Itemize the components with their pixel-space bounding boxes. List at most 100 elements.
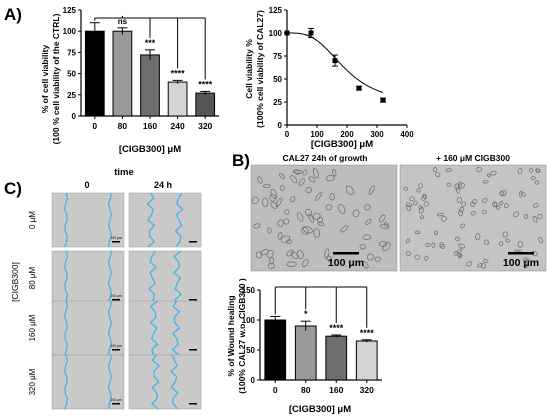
bar-a-ylabel-line1: % of cell viability: [40, 44, 50, 113]
cell-shape: [312, 168, 319, 179]
cell-shape: [437, 212, 444, 217]
data-point: [308, 30, 314, 36]
significance-label: ****: [171, 68, 186, 78]
cell-shape: [502, 231, 508, 238]
x-tick-label: 100: [310, 130, 324, 139]
cell-shape: [279, 185, 285, 191]
cell-shape: [267, 262, 275, 269]
bar: [112, 30, 133, 117]
cell-shape: [260, 249, 269, 256]
tile-scale-bar: [189, 403, 197, 405]
cell-shape: [308, 176, 316, 183]
x-tick-label: 240: [171, 121, 185, 131]
cell-shape: [338, 204, 346, 214]
cell-shape: [301, 258, 309, 268]
cell-shape: [290, 175, 298, 184]
cell-shape: [384, 222, 390, 228]
cell-shape: [267, 227, 272, 234]
bar: [264, 319, 287, 381]
panel-label-c: C): [4, 179, 22, 198]
tile-scale-bar: [112, 349, 120, 351]
wound-edge-line: [151, 354, 160, 410]
tile-scale-bar: [189, 299, 197, 301]
tile-scale-bar: [189, 349, 197, 351]
panel-label-a: A): [4, 5, 22, 24]
cell-shape: [457, 252, 462, 257]
cell-shape: [531, 175, 536, 181]
cell-shape: [290, 251, 299, 259]
x-tick-label: 80: [301, 385, 311, 395]
cell-shape: [490, 170, 497, 176]
cell-shape: [324, 248, 330, 259]
cell-shape: [362, 234, 372, 241]
cell-shape: [285, 239, 293, 244]
micrograph-group-b: CAL27 24h of growth + 160 μM CIGB300 100…: [250, 153, 547, 272]
cell-shape: [313, 228, 321, 238]
cell-shape: [439, 243, 446, 249]
cell-shape: [263, 183, 271, 189]
cell-shape: [412, 200, 418, 206]
cell-shape: [332, 168, 337, 177]
cell-shape: [283, 218, 290, 225]
cell-shape: [294, 169, 300, 175]
x-tick-label: 320: [198, 121, 212, 131]
y-tick-label: 125: [63, 6, 77, 15]
cell-shape: [366, 253, 375, 261]
x-tick-label: 0: [92, 121, 97, 131]
wound-tile: [128, 192, 202, 248]
wound-tile: [128, 250, 202, 306]
cell-shape: [364, 204, 371, 211]
cell-shape: [255, 251, 263, 259]
cell-shape: [535, 168, 540, 173]
y-tick-label: 50: [67, 70, 76, 79]
cell-shape: [534, 180, 540, 185]
tile-scale-bar: [112, 299, 120, 301]
micrograph-control: [250, 164, 398, 272]
bar-a-ylabel-line2: (100 % cell viability of the CTRL): [51, 13, 61, 144]
cell-shape: [466, 261, 472, 267]
cell-shape: [460, 223, 466, 229]
tile-scale-label: 100 μm: [110, 398, 122, 402]
x-tick-label: 0: [285, 130, 290, 139]
cell-shape: [434, 172, 441, 178]
bar: [84, 30, 105, 117]
significance-label: ****: [198, 79, 213, 89]
wound-tile: [51, 354, 125, 410]
significance-label: ***: [145, 38, 156, 48]
cell-shape: [253, 223, 261, 229]
wound-grid-header: time: [114, 167, 134, 178]
dose-response-chart: 0 25 50 75 100 125 0 100 200 300 400 Cell viabilit…: [244, 6, 414, 150]
cell-shape: [440, 215, 447, 222]
curve-a-xlabel: [CIGB300] μM: [311, 139, 373, 150]
data-point: [332, 58, 338, 64]
cell-shape: [483, 258, 489, 263]
cell-shape: [533, 203, 539, 208]
cell-shape: [286, 261, 297, 267]
cell-shape: [352, 209, 360, 218]
tile-scale-label: 100 μm: [110, 236, 122, 240]
cell-shape: [454, 183, 460, 190]
wound-edge-line: [174, 192, 184, 248]
bar-b-ylabel-line1: % of Wound healing: [226, 295, 236, 376]
significance-label: ****: [329, 323, 344, 333]
bar: [325, 335, 348, 381]
cell-shape: [312, 212, 321, 220]
bar: [294, 325, 317, 381]
wound-edge-line: [146, 192, 156, 248]
cell-shape: [305, 186, 313, 194]
cell-shape: [408, 196, 415, 201]
cell-shape: [424, 255, 429, 261]
bar: [140, 54, 160, 117]
wound-edge-line: [63, 250, 69, 306]
cell-shape: [470, 201, 476, 207]
cell-shape: [296, 212, 304, 222]
tile-scale-label: 100 μm: [110, 294, 122, 298]
cell-shape: [301, 226, 309, 235]
cell-shape: [532, 215, 538, 223]
cell-shape: [283, 209, 290, 215]
y-tick-label: 0: [251, 376, 256, 385]
cell-shape: [308, 213, 315, 223]
cell-shape: [496, 205, 501, 210]
